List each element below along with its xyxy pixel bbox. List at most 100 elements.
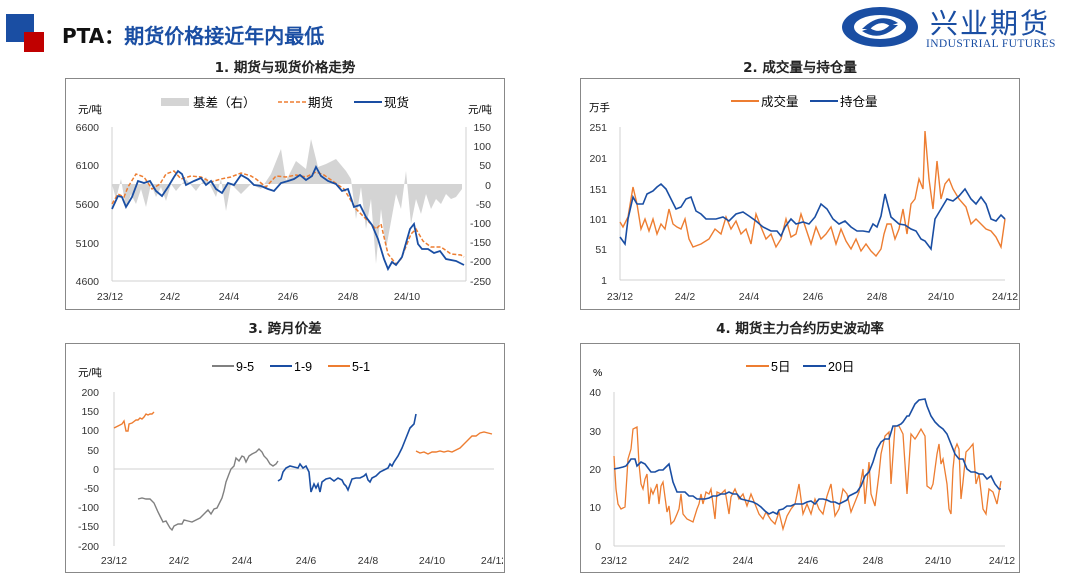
svg-text:23/12: 23/12 xyxy=(607,291,633,303)
chart1-legend: 基差（右） 期货 现货 xyxy=(161,95,409,110)
svg-text:20: 20 xyxy=(589,464,601,476)
chart3-x-axis: 23/12 24/2 24/4 24/6 24/8 24/10 24/12 xyxy=(101,555,507,567)
chart1-panel: 基差（右） 期货 现货 元/吨 元/吨 6600 6100 5600 5100 4600… xyxy=(65,78,505,310)
svg-text:24/8: 24/8 xyxy=(358,555,379,567)
svg-text:9-5: 9-5 xyxy=(236,360,254,374)
svg-text:成交量: 成交量 xyxy=(761,94,799,109)
chart3-title: 3. 跨月价差 xyxy=(248,321,322,337)
svg-text:251: 251 xyxy=(589,122,607,134)
logo-en-text: INDUSTRIAL FUTURES xyxy=(926,38,1056,50)
svg-text:24/10: 24/10 xyxy=(394,291,420,303)
svg-text:24/4: 24/4 xyxy=(733,555,754,567)
svg-text:30: 30 xyxy=(589,426,601,438)
chart3-panel: 9-5 1-9 5-1 元/吨 200 150 100 50 0 -50 -100 -150… xyxy=(65,343,507,573)
chart4-y-axis: 40 30 20 10 0 xyxy=(589,387,601,553)
page-title: PTA：期货价格接近年内最低 xyxy=(62,24,325,48)
svg-text:24/6: 24/6 xyxy=(278,291,299,303)
svg-text:-200: -200 xyxy=(78,541,99,553)
svg-text:1: 1 xyxy=(601,275,607,287)
svg-text:24/10: 24/10 xyxy=(419,555,445,567)
svg-text:-200: -200 xyxy=(470,256,491,268)
chart1-right-unit: 元/吨 xyxy=(468,103,492,116)
svg-text:23/12: 23/12 xyxy=(101,555,127,567)
chart4-title: 4. 期货主力合约历史波动率 xyxy=(716,321,884,337)
chart3-svg: 9-5 1-9 5-1 元/吨 200 150 100 50 0 -50 -100 -150… xyxy=(78,360,507,567)
chart3-unit: 元/吨 xyxy=(78,366,102,379)
svg-text:现货: 现货 xyxy=(384,95,409,110)
svg-text:-50: -50 xyxy=(84,483,99,495)
svg-text:5100: 5100 xyxy=(76,238,100,250)
logo-swirl-icon xyxy=(842,7,918,47)
chart2-y-axis: 251 201 151 101 51 1 xyxy=(589,122,607,287)
svg-text:150: 150 xyxy=(81,406,99,418)
svg-text:24/2: 24/2 xyxy=(675,291,696,303)
chart2-svg: 成交量 持仓量 万手 251 201 151 101 51 1 23/12 24/2 24/4… xyxy=(589,94,1018,303)
svg-text:-150: -150 xyxy=(470,237,491,249)
svg-text:6100: 6100 xyxy=(76,160,100,172)
company-logo: 兴业期货 INDUSTRIAL FUTURES xyxy=(838,2,1078,52)
svg-text:24/8: 24/8 xyxy=(863,555,884,567)
svg-text:0: 0 xyxy=(485,180,491,192)
svg-text:0: 0 xyxy=(93,464,99,476)
logo-cn-text: 兴业期货 xyxy=(930,7,1051,40)
svg-text:24/10: 24/10 xyxy=(925,555,951,567)
svg-text:24/4: 24/4 xyxy=(232,555,253,567)
svg-text:50: 50 xyxy=(479,160,491,172)
svg-text:5日: 5日 xyxy=(771,360,790,374)
chart2-x-axis: 23/12 24/2 24/4 24/6 24/8 24/10 24/12 xyxy=(607,291,1018,303)
svg-text:100: 100 xyxy=(473,141,491,153)
chart1-svg: 基差（右） 期货 现货 元/吨 元/吨 6600 6100 5600 5100 4600… xyxy=(76,95,493,303)
chart1-left-unit: 元/吨 xyxy=(78,103,102,116)
chart3-y-axis: 200 150 100 50 0 -50 -100 -150 -200 xyxy=(78,387,99,553)
chart1-left-axis: 6600 6100 5600 5100 4600 xyxy=(76,122,100,288)
chart4-legend: 5日 20日 xyxy=(746,360,854,374)
svg-text:基差（右）: 基差（右） xyxy=(193,95,256,110)
chart4-unit: % xyxy=(593,367,602,379)
svg-text:50: 50 xyxy=(87,445,99,457)
chart2-unit: 万手 xyxy=(589,101,610,114)
svg-text:24/6: 24/6 xyxy=(798,555,819,567)
svg-text:10: 10 xyxy=(589,502,601,514)
chart1-right-axis: 150 100 50 0 -50 -100 -150 -200 -250 xyxy=(470,122,491,288)
svg-text:24/10: 24/10 xyxy=(928,291,954,303)
svg-text:200: 200 xyxy=(81,387,99,399)
svg-text:-100: -100 xyxy=(470,218,491,230)
svg-text:-150: -150 xyxy=(78,521,99,533)
svg-text:24/8: 24/8 xyxy=(338,291,359,303)
svg-text:1-9: 1-9 xyxy=(294,360,312,374)
chart4-svg: 5日 20日 % 40 30 20 10 0 23/12 24/2 24/4 24/6 24/8… xyxy=(589,360,1015,567)
chart4-panel: 5日 20日 % 40 30 20 10 0 23/12 24/2 24/4 24/6 24/8… xyxy=(580,343,1020,573)
svg-text:40: 40 xyxy=(589,387,601,399)
svg-text:201: 201 xyxy=(589,153,607,165)
svg-text:24/12: 24/12 xyxy=(992,291,1018,303)
svg-text:151: 151 xyxy=(589,184,607,196)
svg-text:0: 0 xyxy=(595,541,601,553)
svg-text:持仓量: 持仓量 xyxy=(840,94,878,109)
svg-text:100: 100 xyxy=(81,425,99,437)
svg-text:5600: 5600 xyxy=(76,199,100,211)
chart3-legend: 9-5 1-9 5-1 xyxy=(212,360,370,374)
svg-text:24/12: 24/12 xyxy=(481,555,503,567)
chart1-x-axis: 23/12 24/2 24/4 24/6 24/8 24/10 xyxy=(97,291,420,303)
svg-text:-100: -100 xyxy=(78,502,99,514)
svg-text:51: 51 xyxy=(595,244,607,256)
chart4-x-axis: 23/12 24/2 24/4 24/6 24/8 24/10 24/12 xyxy=(601,555,1015,567)
svg-text:6600: 6600 xyxy=(76,122,100,134)
chart2-title: 2. 成交量与持仓量 xyxy=(743,60,857,76)
svg-text:5-1: 5-1 xyxy=(352,360,370,374)
svg-text:20日: 20日 xyxy=(828,360,854,374)
svg-text:23/12: 23/12 xyxy=(601,555,627,567)
chart1-title: 1. 期货与现货价格走势 xyxy=(214,60,356,76)
svg-text:24/4: 24/4 xyxy=(739,291,760,303)
svg-text:-50: -50 xyxy=(476,199,491,211)
svg-text:24/6: 24/6 xyxy=(803,291,824,303)
svg-text:101: 101 xyxy=(589,214,607,226)
header-square-red xyxy=(24,32,44,52)
svg-text:-250: -250 xyxy=(470,276,491,288)
svg-text:24/2: 24/2 xyxy=(160,291,181,303)
svg-text:24/8: 24/8 xyxy=(867,291,888,303)
svg-text:24/6: 24/6 xyxy=(296,555,317,567)
svg-text:24/4: 24/4 xyxy=(219,291,240,303)
svg-text:23/12: 23/12 xyxy=(97,291,123,303)
svg-text:150: 150 xyxy=(473,122,491,134)
